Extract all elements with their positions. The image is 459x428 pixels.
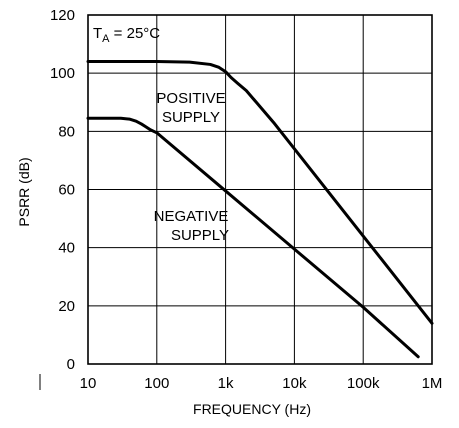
y-tick-label-2: 40 xyxy=(58,240,75,257)
plot-frame xyxy=(87,14,433,365)
negative-supply-curve xyxy=(86,116,420,359)
x-tick-label-4: 100k xyxy=(347,375,380,392)
series-label-positive-line1: POSITIVE xyxy=(156,90,225,107)
x-tick-label-3: 10k xyxy=(282,375,307,392)
condition-main: T xyxy=(93,25,102,42)
x-axis-label: FREQUENCY (Hz) xyxy=(193,401,311,417)
grid-lines xyxy=(87,14,433,365)
x-tick-label-1: 100 xyxy=(144,375,169,392)
positive-supply-curve xyxy=(86,60,434,325)
y-tick-label-3: 60 xyxy=(58,182,75,199)
y-tick-label-0: 0 xyxy=(67,356,75,373)
y-axis-label: PSRR (dB) xyxy=(16,157,32,226)
condition-rest: = 25°C xyxy=(110,25,161,42)
temperature-condition-label: TA = 25°C xyxy=(93,25,160,45)
x-tick-label-5: 1M xyxy=(422,375,443,392)
curves xyxy=(86,60,434,359)
series-label-positive-line2: SUPPLY xyxy=(162,109,220,126)
tick-labels: 10 100 1k 10k 100k 1M 0 20 40 60 80 100 120 xyxy=(50,7,442,392)
y-tick-label-1: 20 xyxy=(58,298,75,315)
series-label-negative-line1: NEGATIVE xyxy=(154,208,229,225)
condition-subscript: A xyxy=(102,33,110,45)
series-label-negative-line2: SUPPLY xyxy=(171,227,229,244)
x-tick-label-0: 10 xyxy=(80,375,97,392)
y-tick-label-4: 80 xyxy=(58,123,75,140)
y-tick-label-6: 120 xyxy=(50,7,75,24)
x-tick-label-2: 1k xyxy=(218,375,234,392)
y-tick-label-5: 100 xyxy=(50,65,75,82)
